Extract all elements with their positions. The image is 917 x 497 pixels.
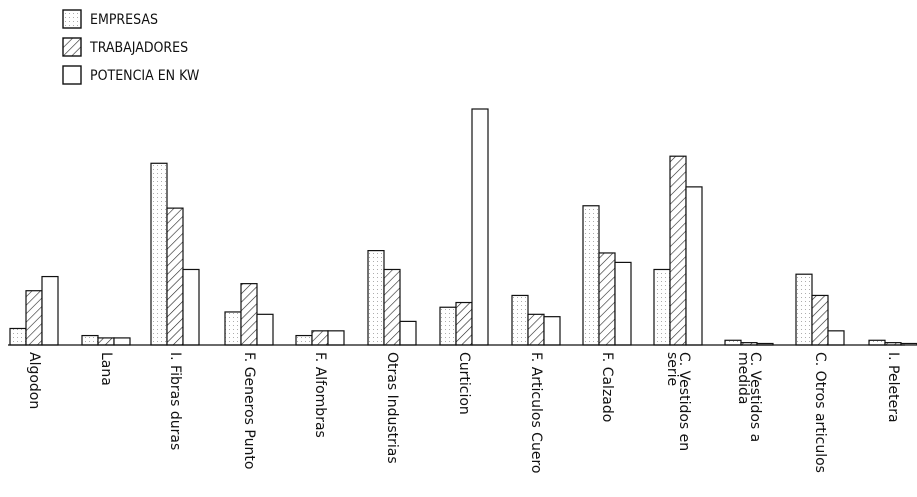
bar-f-generos-punto-empresas: [224, 311, 242, 346]
legend-label-trabajadores: TRABAJADORES: [89, 40, 188, 56]
bar-f-calzado-empresas: [582, 205, 600, 346]
legend-label-empresas: EMPRESAS: [90, 12, 158, 28]
category-labels: Algodon Lana I. Fibras duras F. Generos Pun…: [26, 352, 901, 473]
bar-c-vestidos-en-serie-potencia-en-kw: [685, 186, 703, 346]
bar-lana-potencia-en-kw: [113, 337, 131, 346]
bar-otras-industrias-potencia-en-kw: [399, 320, 417, 346]
bar-f-calzado-potencia-en-kw: [614, 261, 632, 346]
bar-c-otros-articulos-trabajadores: [811, 294, 829, 346]
bar-curticion-empresas: [439, 306, 457, 346]
legend: EMPRESAS TRABAJADORES POTENCIA EN KW: [62, 9, 200, 85]
category-label-c-vestidos-a-medida: C. Vestidos amedida: [735, 352, 763, 442]
bar-algodon-empresas: [9, 327, 27, 346]
legend-label-potencia-en-kw: POTENCIA EN KW: [90, 68, 200, 84]
bar-c-vestidos-en-serie-trabajadores: [669, 155, 687, 346]
bar-i-peletera-potencia-en-kw: [900, 342, 917, 346]
bar-c-otros-articulos-empresas: [795, 273, 813, 346]
bar-c-vestidos-a-medida-empresas: [724, 339, 742, 346]
bar-f-articulos-cuero-trabajadores: [527, 313, 545, 346]
bar-lana-trabajadores: [97, 337, 115, 346]
bar-f-generos-punto-potencia-en-kw: [256, 313, 274, 346]
category-label-algodon: Algodon: [26, 352, 42, 409]
category-label-f-alfombras: F. Alfombras: [312, 352, 328, 438]
bar-curticion-trabajadores: [455, 301, 473, 346]
bar-f-alfombras-potencia-en-kw: [327, 330, 345, 346]
category-label-otras-industrias: Otras Industrias: [384, 352, 400, 464]
bar-f-generos-punto-trabajadores: [240, 283, 258, 346]
bar-f-articulos-cuero-empresas: [511, 294, 529, 346]
category-label-c-vestidos-en-serie: C. Vestidos enserie: [664, 352, 692, 451]
bar-c-vestidos-en-serie-empresas: [653, 268, 671, 346]
bar-f-calzado-trabajadores: [598, 252, 616, 346]
bar-c-otros-articulos-potencia-en-kw: [827, 330, 845, 346]
bar-curticion-potencia-en-kw: [471, 108, 489, 346]
category-label-curticion: Curticion: [456, 352, 472, 415]
bars-group: [9, 108, 917, 346]
bar-lana-empresas: [81, 334, 99, 346]
bar-algodon-potencia-en-kw: [41, 275, 59, 346]
bar-i-fibras-duras-potencia-en-kw: [182, 268, 200, 346]
bar-otras-industrias-trabajadores: [383, 268, 401, 346]
bar-otras-industrias-empresas: [367, 250, 385, 346]
bar-i-peletera-empresas: [868, 339, 886, 346]
bar-algodon-trabajadores: [25, 290, 43, 346]
category-label-i-peletera: I. Peletera: [885, 352, 901, 423]
category-label-i-fibras-duras: I. Fibras duras: [167, 352, 183, 450]
category-label-lana: Lana: [98, 352, 114, 386]
bar-f-articulos-cuero-potencia-en-kw: [543, 316, 561, 346]
legend-swatch-trabajadores: [62, 37, 82, 57]
legend-swatch-potencia-en-kw: [62, 65, 82, 85]
category-label-f-generos-punto: F. Generos Punto: [241, 352, 257, 469]
category-label-f-articulos-cuero: F. Articulos Cuero: [528, 352, 544, 473]
category-label-f-calzado: F. Calzado: [599, 352, 615, 422]
category-label-c-otros-articulos: C. Otros articulos: [812, 352, 828, 473]
bar-i-fibras-duras-empresas: [150, 162, 168, 346]
bar-f-alfombras-trabajadores: [311, 330, 329, 346]
legend-swatch-empresas: [62, 9, 82, 29]
bar-f-alfombras-empresas: [295, 334, 313, 346]
bar-i-fibras-duras-trabajadores: [166, 207, 184, 346]
